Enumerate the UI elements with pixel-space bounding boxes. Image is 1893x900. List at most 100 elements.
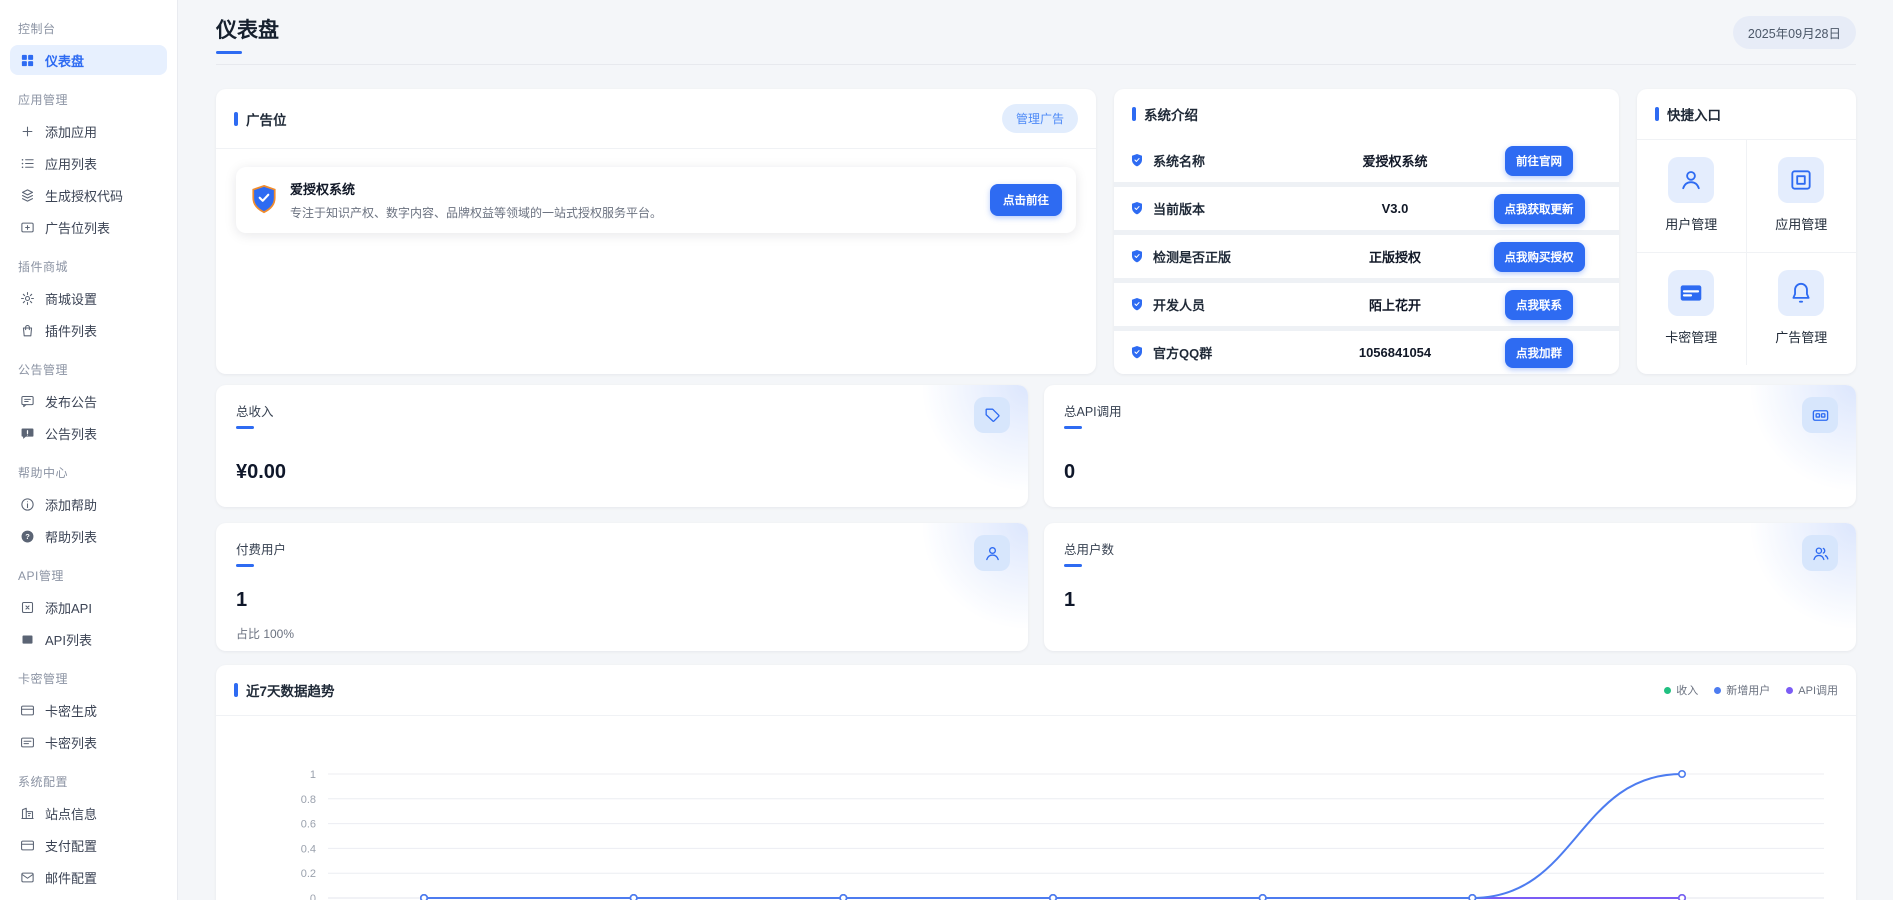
legend-item[interactable]: 新增用户 xyxy=(1714,682,1770,698)
stat-card-total-api-calls: 总API调用 0 xyxy=(1044,385,1856,507)
sidebar-item-dashboard[interactable]: 仪表盘 xyxy=(10,45,167,75)
sidebar-item-key-generate[interactable]: 卡密生成 xyxy=(10,695,167,725)
system-card-title: 系统介绍 xyxy=(1144,108,1198,123)
sidebar-item-label: 卡密生成 xyxy=(45,703,98,719)
chatalert-icon xyxy=(20,426,35,441)
trend-line-chart: 00.20.40.60.8109-2209-2309-2409-2509-260… xyxy=(301,769,1824,900)
system-row-action-button[interactable]: 前往官网 xyxy=(1505,145,1573,176)
system-intro-card: 系统介绍 系统名称 爱授权系统 前往官网 当前版本 V3.0 点我获取更新 检测是否正版 正版… xyxy=(1114,89,1619,374)
user-icon xyxy=(1668,157,1715,203)
manage-ads-button[interactable]: 管理广告 xyxy=(1001,104,1078,133)
sidebar: 控制台 仪表盘 应用管理 添加应用 应用列表 生成授权代码 广告位列表 插件商城 商城设置 插件列… xyxy=(0,0,178,900)
quick-entry-user-management[interactable]: 用户管理 xyxy=(1637,140,1747,253)
quick-entry-app-management[interactable]: 应用管理 xyxy=(1746,140,1856,253)
quick-entry-key-management[interactable]: 卡密管理 xyxy=(1637,253,1747,365)
sidebar-item-generate-auth-code[interactable]: 生成授权代码 xyxy=(10,180,167,210)
question-icon: ? xyxy=(20,529,35,544)
sidebar-item-label: 插件列表 xyxy=(45,323,98,339)
card-icon xyxy=(20,703,35,718)
legend-dot xyxy=(1786,686,1794,694)
sidebar-item-notice-list[interactable]: 公告列表 xyxy=(10,418,167,448)
mail-icon xyxy=(20,870,35,885)
shield-logo-icon xyxy=(1130,249,1144,265)
cardsolid-icon xyxy=(1668,270,1715,316)
sidebar-section-label: 插件商城 xyxy=(18,260,69,274)
main-content: 仪表盘 2025年09月28日 广告位 管理广告 爱授权系统 专注于知识产权、 xyxy=(178,0,1893,900)
sidebar-item-mail-config[interactable]: 邮件配置 xyxy=(10,862,167,892)
sidebar-item-mall-settings[interactable]: 商城设置 xyxy=(10,283,167,313)
sidebar-item-label: 邮件配置 xyxy=(45,870,98,886)
y-axis-tick-label: 0 xyxy=(310,893,316,900)
chart-title: 近7天数据趋势 xyxy=(246,684,335,699)
card2-icon xyxy=(20,735,35,750)
sidebar-item-add-app[interactable]: 添加应用 xyxy=(10,116,167,146)
ad-item-description: 专注于知识产权、数字内容、品牌权益等领域的一站式授权服务平台。 xyxy=(290,206,663,220)
stat-accent-bar xyxy=(236,564,254,567)
sidebar-item-label: 生成授权代码 xyxy=(45,188,124,204)
y-axis-tick-label: 1 xyxy=(310,769,316,781)
y-axis-tick-label: 0.2 xyxy=(301,868,316,880)
shield-logo-icon xyxy=(1130,345,1144,361)
legend-item[interactable]: 收入 xyxy=(1664,682,1698,698)
gear-icon xyxy=(20,291,35,306)
legend-dot xyxy=(1664,686,1672,694)
card-icon xyxy=(20,838,35,853)
system-info-row: 当前版本 V3.0 点我获取更新 xyxy=(1114,187,1619,230)
stats-row-2: 付费用户 1 占比 100% 总用户数 1 xyxy=(216,523,1856,651)
info-icon xyxy=(20,497,35,512)
quick-entry-label: 卡密管理 xyxy=(1665,330,1718,345)
stat-accent-bar xyxy=(236,426,254,429)
sidebar-item-plugin-list[interactable]: 插件列表 xyxy=(10,315,167,345)
ad-go-button[interactable]: 点击前往 xyxy=(990,184,1062,216)
stats-row-1: 总收入 ¥0.00 总API调用 0 xyxy=(216,385,1856,507)
boxx-icon xyxy=(20,600,35,615)
users-icon xyxy=(1802,535,1838,571)
legend-label: API调用 xyxy=(1798,685,1838,697)
data-point-marker xyxy=(1678,769,1687,778)
sidebar-item-label: 添加应用 xyxy=(45,124,98,140)
sidebar-item-key-list[interactable]: 卡密列表 xyxy=(10,727,167,757)
system-row-action-button[interactable]: 点我购买授权 xyxy=(1493,241,1585,272)
sidebar-item-ad-slot-list[interactable]: 广告位列表 xyxy=(10,212,167,242)
legend-item[interactable]: API调用 xyxy=(1786,682,1838,698)
system-row-action-button[interactable]: 点我加群 xyxy=(1505,337,1573,368)
sidebar-item-payment-config[interactable]: 支付配置 xyxy=(10,830,167,860)
sidebar-item-site-info[interactable]: 站点信息 xyxy=(10,798,167,828)
shield-logo-icon xyxy=(1130,153,1144,169)
data-point-marker xyxy=(629,894,638,900)
stat-accent-bar xyxy=(1064,564,1082,567)
sidebar-item-label: 支付配置 xyxy=(45,838,98,854)
stat-card-paid-users: 付费用户 1 占比 100% xyxy=(216,523,1028,651)
sidebar-item-add-help[interactable]: 添加帮助 xyxy=(10,489,167,519)
quick-entry-ad-management[interactable]: 广告管理 xyxy=(1747,253,1857,365)
stat-label: 总收入 xyxy=(236,405,274,419)
sidebar-item-help-list[interactable]: ? 帮助列表 xyxy=(10,521,167,551)
sidebar-item-api-list[interactable]: API列表 xyxy=(10,624,167,654)
stat-label: 总API调用 xyxy=(1064,405,1122,419)
system-row-label: 检测是否正版 xyxy=(1153,250,1232,265)
svg-text:?: ? xyxy=(25,532,30,541)
sidebar-item-label: 仪表盘 xyxy=(45,53,85,69)
system-row-label: 官方QQ群 xyxy=(1153,346,1213,361)
system-row-label: 当前版本 xyxy=(1153,202,1206,217)
series-line-新增用户 xyxy=(423,773,1683,899)
sidebar-item-label: API列表 xyxy=(45,632,92,648)
system-row-value: 爱授权系统 xyxy=(1362,154,1428,169)
data-point-marker xyxy=(1468,894,1477,900)
sidebar-item-add-api[interactable]: 添加API xyxy=(10,592,167,622)
stat-label: 付费用户 xyxy=(236,543,287,557)
system-row-action-button[interactable]: 点我联系 xyxy=(1505,289,1573,320)
box-icon xyxy=(20,632,35,647)
sidebar-item-publish-notice[interactable]: 发布公告 xyxy=(10,386,167,416)
data-point-marker xyxy=(1678,894,1686,900)
sidebar-item-label: 添加帮助 xyxy=(45,497,98,513)
legend-label: 收入 xyxy=(1676,685,1699,697)
stat-value: 1 xyxy=(1064,589,1076,611)
system-row-action-button[interactable]: 点我获取更新 xyxy=(1493,193,1585,224)
section-accent-bar xyxy=(234,683,238,697)
system-info-rows: 系统名称 爱授权系统 前往官网 当前版本 V3.0 点我获取更新 检测是否正版 正版授权 点我购… xyxy=(1114,139,1619,374)
stat-subtext: 占比 100% xyxy=(236,627,295,641)
page-title: 仪表盘 xyxy=(216,19,279,42)
system-row-label: 系统名称 xyxy=(1153,154,1206,169)
sidebar-item-app-list[interactable]: 应用列表 xyxy=(10,148,167,178)
